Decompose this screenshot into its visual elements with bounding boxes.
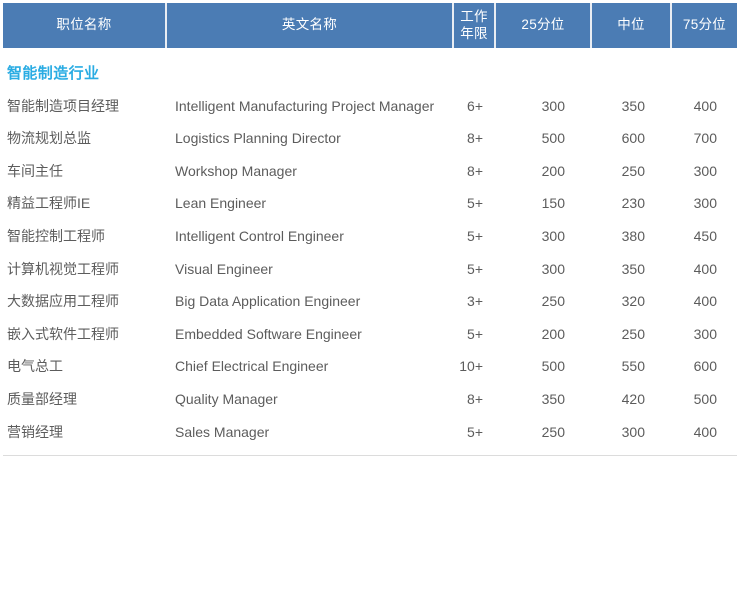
cell-median: 320: [621, 293, 645, 310]
table-row: 大数据应用工程师 Big Data Application Engineer 3…: [3, 285, 737, 318]
cell-position-name-cn: 智能控制工程师: [7, 227, 105, 244]
column-header-position-name-cn: 职位名称: [3, 3, 167, 48]
cell-position-name-cn: 大数据应用工程师: [7, 293, 119, 310]
column-header-median: 中位: [591, 3, 672, 48]
cell-position-name-cn: 嵌入式软件工程师: [7, 325, 119, 342]
cell-position-name-en: Intelligent Control Engineer: [175, 227, 344, 244]
cell-percentile-25: 500: [541, 358, 565, 375]
column-header-position-name-en: 英文名称: [166, 3, 454, 48]
cell-percentile-75: 700: [693, 130, 717, 147]
cell-percentile-75: 400: [693, 423, 717, 440]
table-row: 车间主任 Workshop Manager 8+ 200 250 300: [3, 155, 737, 188]
cell-position-name-cn: 智能制造项目经理: [7, 97, 119, 114]
cell-percentile-25: 500: [541, 130, 565, 147]
cell-median: 350: [621, 260, 645, 277]
cell-percentile-75: 300: [693, 325, 717, 342]
cell-percentile-25: 250: [541, 423, 565, 440]
cell-percentile-25: 200: [541, 162, 565, 179]
cell-median: 250: [621, 325, 645, 342]
cell-work-years: 5+: [467, 260, 483, 277]
cell-position-name-en: Workshop Manager: [175, 162, 297, 179]
column-header-work-years-line1: 工作: [460, 9, 488, 25]
section-title: 智能制造行业: [7, 65, 100, 82]
cell-position-name-en: Big Data Application Engineer: [175, 293, 361, 310]
column-header-work-years-line2: 年限: [460, 25, 488, 41]
cell-percentile-25: 150: [541, 195, 565, 212]
cell-position-name-cn: 电气总工: [7, 358, 63, 375]
cell-work-years: 8+: [467, 130, 483, 147]
cell-position-name-en: Intelligent Manufacturing Project Manage…: [175, 97, 435, 114]
section-title-cell: 智能制造行业: [3, 48, 737, 90]
cell-position-name-cn: 营销经理: [7, 423, 63, 440]
cell-percentile-75: 400: [693, 293, 717, 310]
table-row: 智能制造项目经理 Intelligent Manufacturing Proje…: [3, 90, 737, 123]
table-header-row: 职位名称 英文名称 工作 年限 25分位 中位 75分位: [3, 3, 737, 48]
cell-work-years: 8+: [467, 390, 483, 407]
table-row: 质量部经理 Quality Manager 8+ 350 420 500: [3, 383, 737, 416]
cell-position-name-cn: 车间主任: [7, 162, 63, 179]
table-body: 智能制造行业 智能制造项目经理 Intelligent Manufacturin…: [3, 48, 737, 457]
cell-percentile-75: 300: [693, 162, 717, 179]
cell-percentile-25: 350: [541, 390, 565, 407]
cell-percentile-75: 400: [693, 97, 717, 114]
cell-work-years: 3+: [467, 293, 483, 310]
cell-work-years: 5+: [467, 195, 483, 212]
cell-position-name-en: Quality Manager: [175, 390, 278, 407]
cell-median: 420: [621, 390, 645, 407]
table-row: 智能控制工程师 Intelligent Control Engineer 5+ …: [3, 220, 737, 253]
table-row: 电气总工 Chief Electrical Engineer 10+ 500 5…: [3, 350, 737, 383]
cell-work-years: 5+: [467, 227, 483, 244]
cell-median: 300: [621, 423, 645, 440]
cell-position-name-en: Visual Engineer: [175, 260, 273, 277]
cell-work-years: 5+: [467, 325, 483, 342]
table-row: 营销经理 Sales Manager 5+ 250 300 400: [3, 416, 737, 456]
table-header: 职位名称 英文名称 工作 年限 25分位 中位 75分位: [3, 3, 737, 48]
cell-percentile-75: 300: [693, 195, 717, 212]
table-row: 精益工程师IE Lean Engineer 5+ 150 230 300: [3, 187, 737, 220]
cell-percentile-25: 200: [541, 325, 565, 342]
section-title-row: 智能制造行业: [3, 48, 737, 90]
salary-table-container: 职位名称 英文名称 工作 年限 25分位 中位 75分位 智能制造行业 智能制造项…: [3, 3, 737, 457]
cell-position-name-cn: 计算机视觉工程师: [7, 260, 119, 277]
cell-position-name-cn: 质量部经理: [7, 390, 77, 407]
cell-percentile-25: 250: [541, 293, 565, 310]
cell-median: 550: [621, 358, 645, 375]
column-header-percentile-25: 25分位: [495, 3, 592, 48]
table-row: 物流规划总监 Logistics Planning Director 8+ 50…: [3, 122, 737, 155]
cell-percentile-75: 400: [693, 260, 717, 277]
cell-percentile-25: 300: [541, 227, 565, 244]
cell-position-name-en: Sales Manager: [175, 423, 270, 440]
cell-position-name-cn: 物流规划总监: [7, 130, 91, 147]
cell-median: 230: [621, 195, 645, 212]
salary-table: 职位名称 英文名称 工作 年限 25分位 中位 75分位 智能制造行业 智能制造项…: [3, 3, 737, 457]
cell-position-name-cn: 精益工程师IE: [7, 195, 91, 212]
cell-position-name-en: Chief Electrical Engineer: [175, 358, 329, 375]
cell-work-years: 6+: [467, 97, 483, 114]
cell-percentile-75: 600: [693, 358, 717, 375]
cell-work-years: 10+: [459, 358, 483, 375]
cell-percentile-75: 450: [693, 227, 717, 244]
cell-median: 600: [621, 130, 645, 147]
cell-median: 380: [621, 227, 645, 244]
table-bottom-divider: [3, 455, 737, 457]
cell-median: 250: [621, 162, 645, 179]
cell-percentile-25: 300: [541, 97, 565, 114]
column-header-percentile-75: 75分位: [671, 3, 737, 48]
table-row: 计算机视觉工程师 Visual Engineer 5+ 300 350 400: [3, 253, 737, 286]
table-bottom-divider-cell: [3, 455, 737, 457]
cell-work-years: 5+: [467, 423, 483, 440]
cell-position-name-en: Lean Engineer: [175, 195, 267, 212]
cell-percentile-75: 500: [693, 390, 717, 407]
cell-work-years: 8+: [467, 162, 483, 179]
cell-median: 350: [621, 97, 645, 114]
table-row: 嵌入式软件工程师 Embedded Software Engineer 5+ 2…: [3, 318, 737, 351]
cell-percentile-25: 300: [541, 260, 565, 277]
column-header-work-years: 工作 年限: [453, 3, 496, 48]
cell-position-name-en: Logistics Planning Director: [175, 130, 341, 147]
cell-position-name-en: Embedded Software Engineer: [175, 325, 362, 342]
